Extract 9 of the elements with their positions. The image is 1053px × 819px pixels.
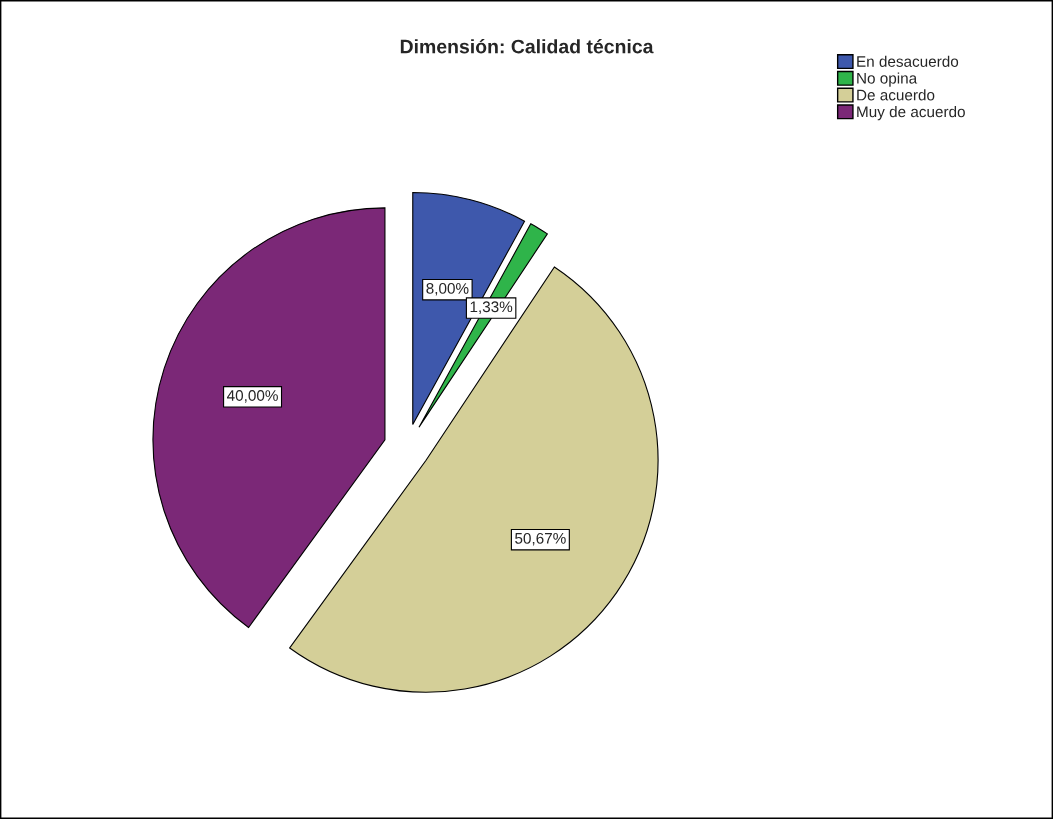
data-label: 50,67% — [515, 532, 566, 546]
data-label: 8,00% — [426, 282, 469, 296]
data-label: 40,00% — [226, 390, 278, 403]
legend-label: De acuerdo — [857, 89, 935, 101]
data-label: 1,33% — [470, 301, 513, 314]
legend-label: No opina — [857, 72, 918, 87]
legend-label: En desacuerdo — [857, 55, 959, 67]
chart-title: Dimensión: Calidad técnica — [400, 38, 654, 54]
legend-label: Muy de acuerdo — [857, 106, 965, 121]
